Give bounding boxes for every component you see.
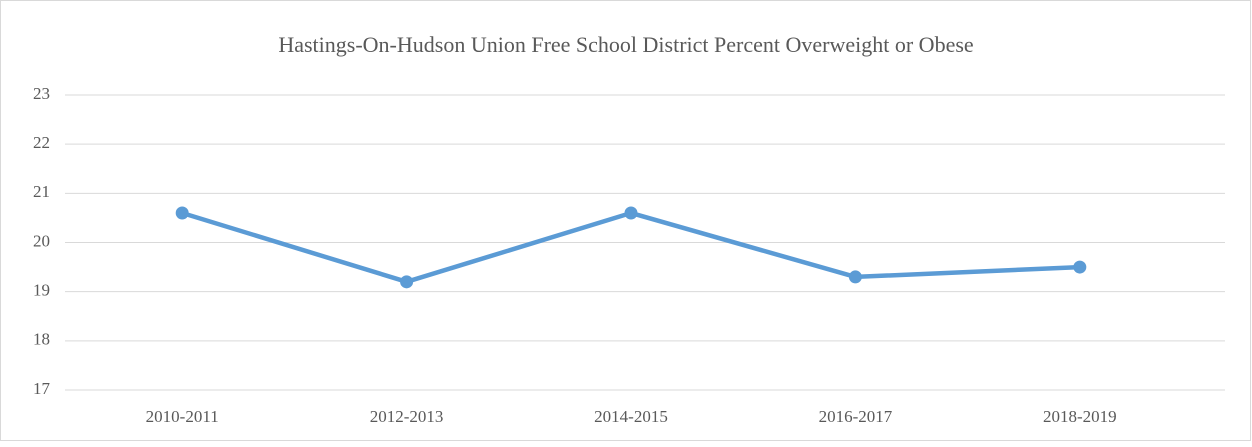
x-tick-label: 2016-2017 — [819, 407, 893, 426]
y-tick-label: 18 — [33, 330, 50, 349]
y-tick-label: 19 — [33, 281, 50, 300]
y-tick-label: 20 — [33, 231, 50, 250]
marker — [400, 275, 414, 289]
marker — [1073, 260, 1087, 274]
y-tick-label: 21 — [33, 182, 50, 201]
y-tick-label: 17 — [33, 379, 51, 398]
marker — [175, 206, 189, 220]
y-tick-label: 22 — [33, 133, 50, 152]
x-tick-label: 2018-2019 — [1043, 407, 1117, 426]
x-tick-label: 2010-2011 — [146, 407, 219, 426]
x-tick-label: 2012-2013 — [370, 407, 444, 426]
marker — [624, 206, 638, 220]
marker — [848, 270, 862, 284]
x-tick-label: 2014-2015 — [594, 407, 668, 426]
chart-title: Hastings-On-Hudson Union Free School Dis… — [278, 32, 973, 57]
y-tick-label: 23 — [33, 84, 50, 103]
